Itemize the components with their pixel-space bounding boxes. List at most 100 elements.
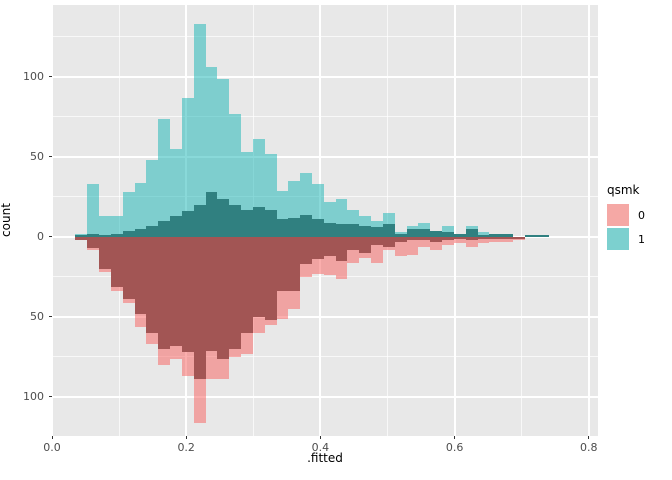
plot-panel xyxy=(52,5,598,436)
y-tick-label: 0 xyxy=(37,229,44,243)
hist-bar-upper-outer xyxy=(205,67,218,237)
hist-bar-lower-outer xyxy=(513,236,525,241)
hist-bar-lower-outer xyxy=(477,236,490,244)
y-tick-mark xyxy=(49,236,52,238)
x-axis-title: .fitted xyxy=(307,451,343,465)
hist-bar-lower-outer xyxy=(323,236,336,276)
legend-label-qsmk-0: 0 xyxy=(638,208,645,222)
x-minor-gridline xyxy=(521,5,523,436)
x-tick-label: 0.2 xyxy=(177,441,195,454)
x-tick-mark xyxy=(185,436,187,439)
x-tick-mark xyxy=(319,436,321,439)
y-major-gridline xyxy=(52,155,598,158)
x-major-gridline xyxy=(52,5,53,436)
hist-bar-upper-outer xyxy=(170,148,182,237)
y-tick-mark xyxy=(49,76,52,78)
hist-bar-lower-outer xyxy=(430,236,443,250)
hist-bar-upper-outer xyxy=(465,225,478,237)
hist-bar-lower-outer xyxy=(359,236,372,258)
hist-bar-upper-outer xyxy=(359,216,372,237)
y-major-gridline xyxy=(52,315,598,318)
legend-label-qsmk-1: 1 xyxy=(638,232,645,246)
hist-bar-upper-outer xyxy=(264,153,277,237)
y-minor-gridline xyxy=(52,356,598,358)
y-tick-mark xyxy=(49,156,52,158)
hist-bar-lower-outer xyxy=(335,236,348,279)
x-tick-label: 0.4 xyxy=(311,441,330,454)
hist-bar-upper-outer xyxy=(99,216,111,237)
y-major-gridline xyxy=(52,395,598,398)
y-minor-gridline xyxy=(52,116,598,118)
hist-bar-upper-outer xyxy=(347,209,360,237)
y-axis-title: count xyxy=(0,202,13,237)
hist-bar-upper-outer xyxy=(146,160,159,237)
hist-bar-lower-outer xyxy=(276,236,289,319)
hist-bar-lower-outer xyxy=(205,236,218,380)
hist-bar-lower-outer xyxy=(193,236,206,423)
hist-bar-upper-outer xyxy=(406,225,419,237)
x-tick-mark xyxy=(454,436,456,439)
hist-bar-upper-outer xyxy=(288,180,301,237)
hist-bar-upper-outer xyxy=(217,78,230,237)
hist-bar-upper-outer xyxy=(382,212,395,237)
legend-swatch-qsmk-1 xyxy=(607,228,629,250)
hist-bar-lower-outer xyxy=(181,236,194,377)
y-tick-label: 100 xyxy=(23,69,44,83)
hist-bar-upper-outer xyxy=(501,233,514,237)
hist-bar-lower-outer xyxy=(501,236,514,242)
legend: qsmk 0 1 xyxy=(607,183,645,252)
hist-bar-lower-outer xyxy=(99,236,111,273)
hist-bar-lower-outer xyxy=(170,236,182,359)
legend-title: qsmk xyxy=(607,183,640,197)
hist-bar-upper-outer xyxy=(122,192,135,237)
hist-bar-lower-outer xyxy=(134,236,147,327)
x-tick-mark xyxy=(588,436,590,439)
hist-bar-upper-outer xyxy=(241,152,253,237)
hist-bar-upper-outer xyxy=(181,97,194,237)
hist-bar-lower-outer xyxy=(110,236,123,292)
hist-bar-upper-outer xyxy=(193,24,206,237)
y-major-gridline xyxy=(52,75,598,78)
hist-bar-upper-outer xyxy=(453,233,466,237)
hist-bar-upper-outer xyxy=(394,232,407,237)
hist-bar-upper-outer xyxy=(75,233,88,237)
hist-bar-lower-outer xyxy=(75,236,88,241)
hist-bar-lower-outer xyxy=(252,236,265,333)
hist-bar-lower-outer xyxy=(158,236,171,365)
hist-bar-upper-outer xyxy=(158,118,171,237)
legend-item-1: 1 xyxy=(607,228,645,250)
hist-bar-upper-outer xyxy=(110,216,123,237)
hist-bar-upper-outer xyxy=(300,172,312,237)
x-tick-label: 0.6 xyxy=(445,441,464,454)
y-minor-gridline xyxy=(52,276,598,278)
x-major-gridline xyxy=(453,5,456,436)
legend-swatch-qsmk-0 xyxy=(607,204,629,226)
hist-bar-lower-outer xyxy=(394,236,407,257)
hist-bar-lower-outer xyxy=(347,236,360,263)
hist-bar-lower-outer xyxy=(453,236,466,244)
y-minor-gridline xyxy=(52,36,598,38)
hist-bar-lower-outer xyxy=(406,236,419,255)
hist-bar-lower-outer xyxy=(264,236,277,325)
hist-bar-upper-outer xyxy=(229,113,242,237)
hist-bar-upper-outer xyxy=(442,225,454,237)
hist-bar-lower-outer xyxy=(146,236,159,345)
hist-bar-lower-outer xyxy=(217,236,230,380)
hist-bar-lower-outer xyxy=(465,236,478,247)
x-tick-label: 0.0 xyxy=(43,441,61,454)
hist-bar-lower-outer xyxy=(418,236,431,247)
hist-bar-lower-outer xyxy=(122,236,135,303)
y-tick-label: 50 xyxy=(30,149,44,163)
hist-bar-upper-outer xyxy=(536,235,549,237)
hist-bar-upper-outer xyxy=(312,184,324,237)
hist-bar-upper-outer xyxy=(323,201,336,237)
hist-bar-upper-outer xyxy=(276,190,289,237)
y-tick-label: 100 xyxy=(23,389,44,403)
hist-bar-upper-outer xyxy=(430,230,443,237)
hist-bar-upper-outer xyxy=(489,233,502,237)
x-major-gridline xyxy=(587,5,590,436)
hist-bar-lower-outer xyxy=(442,236,454,245)
y-tick-mark xyxy=(49,396,52,398)
hist-bar-lower-outer xyxy=(489,236,502,242)
legend-item-0: 0 xyxy=(607,204,645,226)
